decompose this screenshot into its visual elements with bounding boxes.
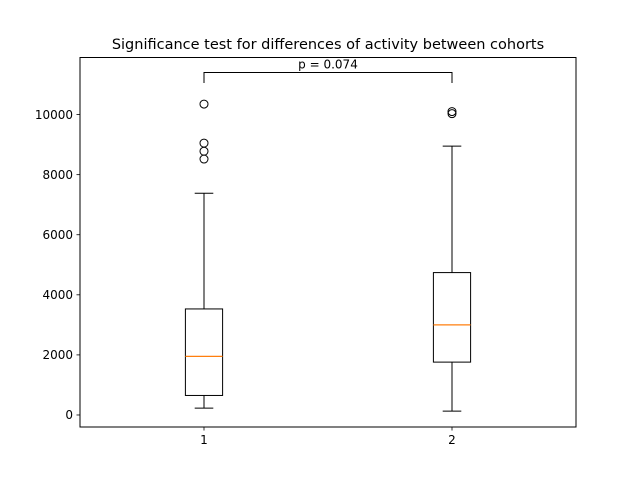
significance-bracket (203, 72, 453, 84)
box-2 (432, 272, 472, 363)
box-1 (184, 308, 224, 396)
flier-1-3 (199, 99, 209, 109)
x-tick-label-2: 2 (448, 433, 456, 447)
y-tick-label-0: 0 (65, 408, 73, 422)
y-tick-label-4000: 4000 (42, 288, 73, 302)
chart-title: Significance test for differences of act… (112, 37, 544, 53)
flier-1-2 (199, 138, 209, 148)
flier-1-0 (199, 154, 209, 164)
y-tick-label-2000: 2000 (42, 348, 73, 362)
flier-2-0 (447, 109, 457, 119)
y-tick-label-6000: 6000 (42, 228, 73, 242)
y-tick-label-8000: 8000 (42, 168, 73, 182)
flier-1-1 (199, 146, 209, 156)
p-value-label: p = 0.074 (298, 58, 358, 72)
y-tick-label-10000: 10000 (35, 108, 73, 122)
axes-frame (79, 57, 577, 428)
plot-area: 0 2000 4000 6000 8000 10000 1 2 p = 0.074 (35, 58, 472, 447)
x-tick-label-1: 1 (200, 433, 208, 447)
flier-2-1 (447, 107, 457, 117)
